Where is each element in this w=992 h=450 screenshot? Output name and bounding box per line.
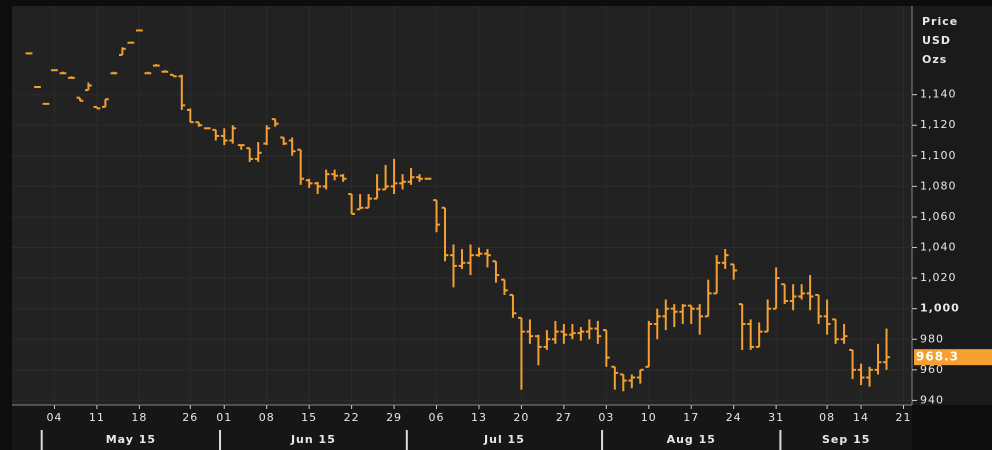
bars <box>25 29 890 392</box>
x-tick-label: 18 <box>131 411 147 424</box>
x-tick-label: 01 <box>216 411 232 424</box>
x-tick-label: 29 <box>386 411 402 424</box>
y-tick-label: 1,140 <box>920 88 957 101</box>
x-tick-label: 17 <box>683 411 699 424</box>
y-tick-label: 1,100 <box>920 149 957 162</box>
x-tick-label: 11 <box>89 411 105 424</box>
x-tick-label: 06 <box>429 411 445 424</box>
x-tick-label: 22 <box>344 411 360 424</box>
plot-area <box>12 6 912 405</box>
month-label: Sep 15 <box>822 433 870 446</box>
y-tick-label: 960 <box>920 363 944 376</box>
axes: 940 960 980 1,000 1,020 1,040 1,060 1,080 1,100 1… <box>40 15 992 450</box>
last-price-label: 968.3 <box>916 350 959 364</box>
x-tick-label: 24 <box>726 411 742 424</box>
y-axis-label: Price <box>922 15 958 28</box>
y-tick-label: 1,040 <box>920 241 957 254</box>
y-tick-label: 1,120 <box>920 118 957 131</box>
last-price-box <box>914 349 992 366</box>
x-tick-label: 13 <box>471 411 487 424</box>
month-label: Aug 15 <box>667 433 716 446</box>
y-tick-label: 1,080 <box>920 179 957 192</box>
x-tick-label: 27 <box>556 411 572 424</box>
x-tick-label: 03 <box>598 411 614 424</box>
x-tick-label: 08 <box>819 411 835 424</box>
x-tick-label: 26 <box>182 411 198 424</box>
y-tick-label: 980 <box>920 332 944 345</box>
y-axis-label: USD <box>922 34 951 47</box>
x-tick-label: 10 <box>641 411 657 424</box>
y-axis-area <box>912 6 992 405</box>
y-tick-label: 940 <box>920 393 944 406</box>
grid <box>12 6 912 405</box>
x-axis-area <box>12 405 912 450</box>
y-tick-label: 1,000 <box>920 302 960 315</box>
month-label: May 15 <box>106 433 156 446</box>
x-tick-label: 04 <box>46 411 62 424</box>
x-tick-label: 21 <box>896 411 912 424</box>
x-tick-label: 31 <box>768 411 784 424</box>
x-tick-label: 20 <box>513 411 529 424</box>
x-tick-label: 08 <box>259 411 275 424</box>
month-label: Jun 15 <box>290 433 336 446</box>
y-axis-label: Ozs <box>922 53 947 66</box>
x-tick-label: 14 <box>853 411 869 424</box>
x-tick-label: 15 <box>301 411 317 424</box>
y-tick-label: 1,020 <box>920 271 957 284</box>
month-label: Jul 15 <box>483 433 525 446</box>
y-tick-label: 1,060 <box>920 210 957 223</box>
